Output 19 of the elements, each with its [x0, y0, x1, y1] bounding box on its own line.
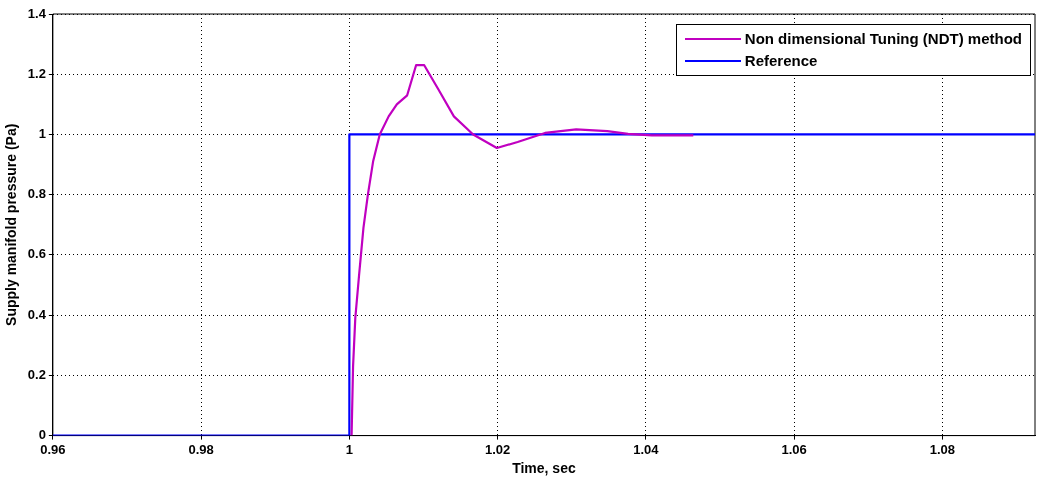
y-tick-label: 1: [38, 126, 46, 142]
legend-label: Reference: [744, 51, 818, 71]
y-tick-label: 0.6: [27, 246, 46, 262]
y-axis-title: Supply manifold pressure (Pa): [3, 123, 20, 326]
y-tick-label: 0: [38, 427, 46, 443]
x-tick-label: 1.04: [633, 441, 660, 457]
x-tick-label: 1.06: [781, 441, 807, 457]
x-tick-label: 1.08: [929, 441, 955, 457]
y-tick-label: 1.4: [27, 5, 47, 21]
x-tick-label: 1.02: [484, 441, 511, 457]
x-tick-label: 0.96: [40, 441, 66, 457]
y-tick-label: 0.8: [27, 186, 46, 202]
x-tick-label: 1: [345, 441, 353, 457]
x-tick-label: 0.98: [188, 441, 214, 457]
legend-label: Non dimensional Tuning (NDT) method: [744, 29, 1022, 49]
y-tick-label: 0.2: [27, 366, 46, 382]
y-tick-label: 1.2: [27, 65, 46, 81]
y-tick-label: 0.4: [27, 306, 47, 322]
x-axis-title: Time, sec: [512, 460, 576, 477]
